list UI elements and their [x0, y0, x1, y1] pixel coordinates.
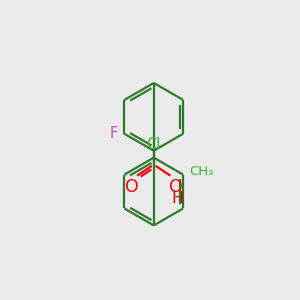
Text: O: O — [124, 178, 138, 196]
Text: Cl: Cl — [147, 137, 161, 152]
Text: O: O — [169, 178, 183, 196]
Text: F: F — [110, 126, 118, 141]
Text: CH₃: CH₃ — [189, 165, 214, 178]
Text: H: H — [172, 191, 184, 206]
